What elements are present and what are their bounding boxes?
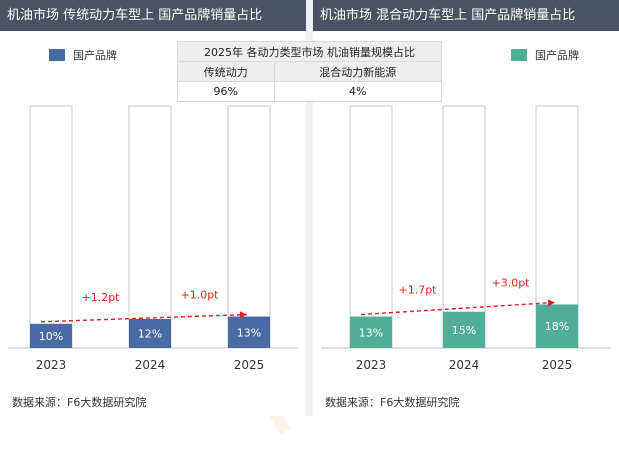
trend-arrow-head [547, 299, 555, 307]
tick-label: 2025 [542, 358, 573, 372]
table-value-traditional: 96% [177, 81, 275, 102]
source-note: 数据来源：F6大数据研究院 [12, 396, 147, 409]
legend-swatch [511, 49, 527, 61]
delta-annotation: +1.0pt [180, 289, 219, 302]
bar-chart-right: 13% 2023 15% 2024 18% 2025 +1.7pt +3.0pt [321, 105, 611, 372]
bar [30, 323, 72, 348]
bar [129, 318, 171, 348]
tick-label: 2024 [449, 358, 480, 372]
table-header-traditional: 传统动力 [177, 61, 275, 82]
legend-label: 国产品牌 [73, 49, 117, 62]
data-label: 15% [452, 324, 476, 337]
chart-panel-right: 机油市场 混合动力车型上 国产品牌销量占比 国产品牌 13% 2023 15% 202… [313, 0, 619, 416]
trend-arrow-head [239, 311, 247, 319]
data-label: 13% [359, 326, 383, 339]
data-label: 13% [237, 326, 261, 339]
bar-outline [128, 105, 172, 349]
legend: 国产品牌 [49, 47, 117, 63]
data-label: 12% [138, 327, 162, 340]
panel-divider [306, 0, 313, 416]
tick-label: 2025 [234, 358, 265, 372]
bar-outline [29, 105, 73, 349]
bar [536, 304, 578, 348]
legend-label: 国产品牌 [535, 49, 579, 62]
table-title: 2025年 各动力类型市场 机油销量规模占比 [177, 41, 442, 62]
bar [228, 316, 270, 348]
trend-arrow-line [360, 301, 556, 316]
table-value-hybrid: 4% [273, 81, 443, 102]
table-header-hybrid: 混合动力新能源 [273, 61, 443, 82]
bar-outline [227, 105, 271, 349]
data-label: 10% [39, 330, 63, 343]
trend-arrow-line [40, 313, 248, 323]
powertrain-share-table: 2025年 各动力类型市场 机油销量规模占比 传统动力 混合动力新能源 96% … [177, 41, 443, 102]
delta-annotation: +1.7pt [398, 284, 437, 297]
bar-outline [442, 105, 486, 349]
bar [350, 316, 392, 348]
bar-outline [349, 105, 393, 349]
panel-title: 机油市场 混合动力车型上 国产品牌销量占比 [313, 0, 619, 31]
bar-chart-left: 10% 2023 12% 2024 13% 2025 +1.2pt +1.0pt [8, 105, 298, 372]
panel-title: 机油市场 传统动力车型上 国产品牌销量占比 [0, 0, 306, 31]
delta-annotation: +3.0pt [491, 276, 530, 289]
legend-swatch [49, 49, 65, 61]
legend: 国产品牌 [511, 47, 579, 63]
tick-label: 2023 [36, 358, 67, 372]
tick-label: 2024 [135, 358, 166, 372]
source-note: 数据来源：F6大数据研究院 [325, 396, 460, 409]
delta-annotation: +1.2pt [81, 291, 120, 304]
data-label: 18% [545, 320, 569, 333]
tick-label: 2023 [356, 358, 387, 372]
bar [443, 311, 485, 348]
